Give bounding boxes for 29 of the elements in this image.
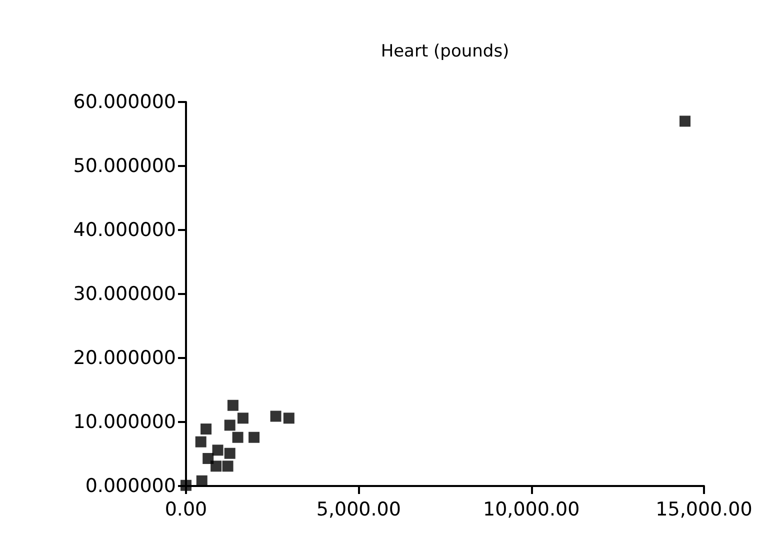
point	[222, 460, 234, 472]
y-tick-label: 0.000000	[85, 475, 176, 497]
x-tick-label: 15,000.00	[656, 498, 752, 520]
point	[227, 400, 238, 411]
point	[248, 432, 260, 443]
y-tick-label: 20.000000	[73, 347, 176, 369]
point	[196, 475, 208, 486]
point	[237, 412, 248, 424]
point	[212, 444, 224, 456]
point	[270, 410, 282, 422]
point	[202, 452, 214, 464]
point	[283, 412, 294, 424]
y-tick-label: 10.000000	[73, 411, 176, 433]
point	[180, 480, 192, 491]
x-tick-label: 5,000.00	[316, 498, 401, 520]
y-tick-label: 30.000000	[73, 283, 176, 305]
point	[210, 460, 222, 472]
x-tick-label: 10,000.00	[482, 498, 580, 520]
chart-title: Heart (pounds)	[380, 42, 510, 62]
x-tick-label: 0.00	[164, 498, 208, 520]
point	[195, 436, 206, 448]
point	[224, 420, 236, 431]
y-tick-label: 40.000000	[73, 219, 176, 241]
point	[232, 432, 244, 443]
y-tick-label: 60.000000	[73, 91, 176, 113]
point	[200, 424, 212, 435]
point	[224, 448, 236, 459]
y-tick-label: 50.000000	[73, 155, 176, 177]
point	[680, 116, 691, 127]
